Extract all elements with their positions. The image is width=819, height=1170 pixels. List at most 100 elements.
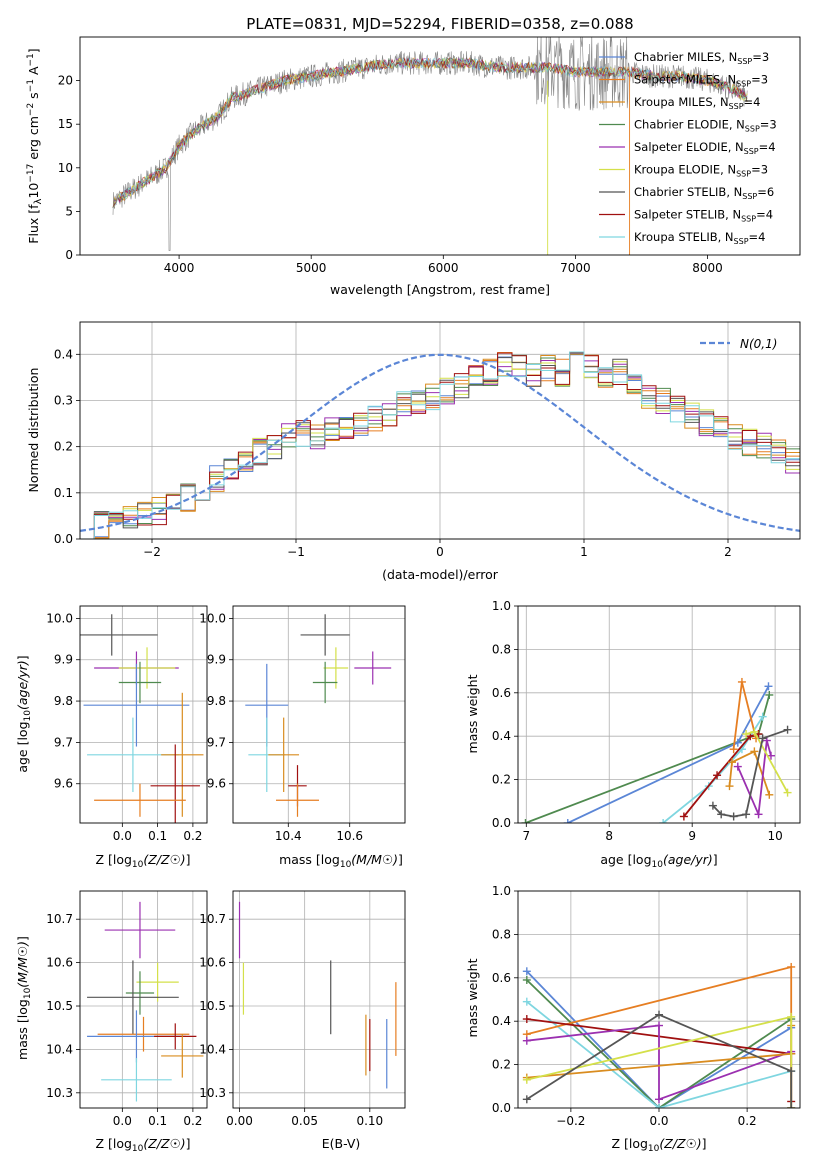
massZ-xtick-label: 0.2 — [183, 1114, 202, 1128]
spectrum-ylabel-a: A — [26, 66, 41, 79]
ageZ-ytick-label: 9.9 — [54, 653, 73, 667]
legend-label: Salpeter STELIB, NSSP=4 — [634, 208, 773, 224]
mwZ-ytick-label: 0.4 — [492, 1014, 511, 1028]
massE-ytick-label: 10.7 — [199, 912, 226, 926]
mwZ-series-line — [526, 970, 792, 1108]
mwZ-ytick-label: 0.2 — [492, 1058, 511, 1072]
massZ-xlabel: Z [log10(Z/Z☉)] — [95, 1136, 190, 1154]
massZ-xlabel-sub: 10 — [132, 1144, 144, 1154]
residual-legend: N(0,1) — [700, 337, 777, 351]
ageZ-xlabel-sub: 10 — [132, 860, 144, 870]
mwAge-xtick-label: 10 — [767, 829, 782, 843]
model-spectrum-line — [112, 57, 748, 209]
spectrum-ylabel-cm-exp: −2 — [26, 103, 36, 116]
ageZ-ytick-label: 9.8 — [54, 694, 73, 708]
massZ-ytick-label: 10.7 — [46, 912, 73, 926]
ageZ-frame — [79, 605, 208, 824]
massE-xtick-label: 0.00 — [226, 1114, 253, 1128]
legend-label: Chabrier STELIB, NSSP=6 — [634, 185, 774, 201]
legend-label-sub: SSP — [737, 57, 752, 66]
legend-label-suffix: =3 — [751, 163, 768, 177]
mwAge-xlabel-text: age [log — [600, 852, 651, 867]
mwAge-ytick-label: 1.0 — [492, 599, 511, 613]
ageZ-ylabel: age [log10(age/yr)] — [15, 655, 33, 772]
legend-label-sub: SSP — [736, 80, 751, 89]
spectrum-lines — [112, 37, 748, 255]
massZ-ylabel-close: ] — [15, 936, 30, 941]
residual-histogram-step — [80, 351, 800, 539]
residual-ylabel: Normed distribution — [26, 368, 41, 493]
ageZ-ylabel-close: ] — [15, 655, 30, 660]
mwZ-xtick-label: 0.2 — [738, 1114, 757, 1128]
massE-xlabel: E(B-V) — [322, 1136, 361, 1151]
residual-xtick-label: 2 — [724, 545, 732, 559]
massE-ytick-label: 10.6 — [199, 956, 226, 970]
ageZ-xtick-label: 0.0 — [113, 829, 132, 843]
ageZ-xtick-label: 0.1 — [148, 829, 167, 843]
mass-vs-metallicity-panel: 0.0 0.1 0.2 10.3 10.4 10.5 10.6 10.7 — [46, 890, 208, 1128]
massZ-ylabel: mass [log10(M/M☉)] — [15, 936, 33, 1060]
massZ-frame — [79, 890, 208, 1109]
legend-label-suffix: =6 — [757, 185, 774, 199]
mwZ-xlabel-close: ] — [702, 1136, 707, 1151]
spectrum-xtick-label: 6000 — [428, 261, 459, 275]
legend-label-sub: SSP — [745, 125, 760, 134]
ageM-ytick-label: 9.7 — [207, 735, 226, 749]
legend-label-text: Kroupa MILES, N — [634, 95, 729, 109]
massZ-ylabel-sub: 10 — [23, 987, 33, 999]
ageZ-ylabel-sub: 10 — [23, 710, 33, 722]
legend-label: Kroupa MILES, NSSP=4 — [634, 95, 760, 111]
massZ-xlabel-close: ] — [186, 1136, 191, 1151]
legend-label: Salpeter MILES, NSSP=3 — [634, 73, 768, 89]
ageZ-xlabel: Z [log10(Z/Z☉)] — [95, 852, 190, 870]
legend-label: Chabrier MILES, NSSP=3 — [634, 50, 769, 66]
ageM-points — [245, 614, 392, 817]
legend-label-text: Salpeter STELIB, N — [634, 208, 741, 222]
mwAge-ytick-label: 0.0 — [492, 816, 511, 830]
spectrum-ytick-label: 10 — [58, 161, 73, 175]
mwZ-xlabel: Z [log10(Z/Z☉)] — [611, 1136, 706, 1154]
mwAge-series-line — [736, 740, 772, 818]
mwAge-xlabel-rest: (age/yr) — [663, 852, 713, 867]
massE-ytick-label: 10.5 — [199, 999, 226, 1013]
ageZ-ytick-label: 10.0 — [46, 611, 73, 625]
massZ-xlabel-text: Z [log — [95, 1136, 131, 1151]
ageM-ytick-label: 9.6 — [207, 777, 226, 791]
massE-xtick-label: 0.05 — [291, 1114, 318, 1128]
massZ-ytick-label: 10.3 — [46, 1086, 73, 1100]
mwZ-lines — [522, 962, 796, 1108]
mwZ-ytick-label: 0.8 — [492, 927, 511, 941]
mwZ-xtick-label: −0.2 — [556, 1114, 585, 1128]
age-vs-metallicity-panel: 0.0 0.1 0.2 9.6 9.7 9.8 9.9 10.0 — [46, 605, 208, 843]
mwZ-series-line — [526, 1024, 792, 1101]
massZ-ylabel-text: mass [log — [15, 999, 30, 1060]
massZ-xlabel-rest: (Z/Z☉) — [143, 1136, 185, 1151]
mwAge-series-line — [728, 750, 771, 796]
spectrum-ylabel-a-exp: −1 — [26, 53, 36, 66]
mwZ-ytick-label: 0.0 — [492, 1101, 511, 1115]
ageZ-ytick-label: 9.6 — [54, 777, 73, 791]
legend-label-text: Salpeter ELODIE, N — [634, 140, 744, 154]
ageZ-points — [80, 614, 204, 823]
mwZ-ytick-label: 1.0 — [492, 884, 511, 898]
mwAge-frame — [517, 605, 801, 824]
normal-curve-line — [80, 353, 800, 532]
legend-label-text: Kroupa STELIB, N — [634, 230, 734, 244]
mwAge-xlabel-sub: 10 — [652, 860, 664, 870]
mwAge-series-line — [712, 728, 788, 818]
ageM-ytick-label: 9.8 — [207, 694, 226, 708]
massE-points — [238, 901, 397, 1089]
ageM-xlabel-text: mass [log — [279, 852, 340, 867]
ageM-ytick-label: 9.9 — [207, 653, 226, 667]
legend-label-text: Chabrier STELIB, N — [634, 185, 742, 199]
massE-xtick-label: 0.10 — [356, 1114, 383, 1128]
mwAge-xtick-label: 7 — [522, 829, 530, 843]
spectrum-ytick-label: 5 — [65, 204, 73, 218]
mwAge-xlabel: age [log10(age/yr)] — [600, 852, 717, 870]
residual-ytick-label: 0.3 — [54, 393, 73, 407]
mass-vs-ebv-panel: 0.00 0.05 0.10 10.3 10.4 10.5 10.6 10.7 — [199, 890, 406, 1128]
legend-label-text: Chabrier ELODIE, N — [634, 118, 745, 132]
spectrum-xtick-label: 7000 — [560, 261, 591, 275]
spectrum-panel: 4000 5000 6000 7000 8000 0 5 10 15 20 — [58, 36, 801, 275]
